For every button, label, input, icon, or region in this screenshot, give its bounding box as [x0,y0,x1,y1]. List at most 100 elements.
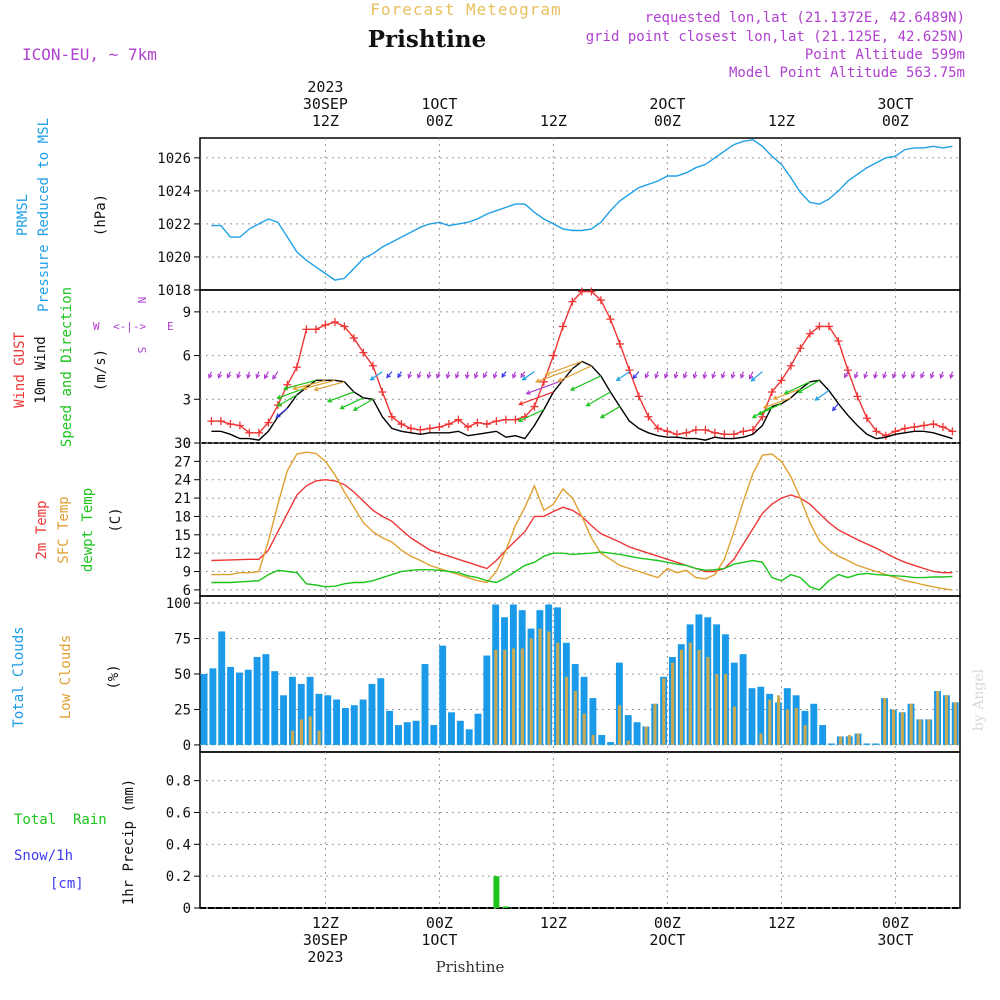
total-cloud-bar [456,720,464,745]
precip-ytick-label: 0.2 [166,869,191,885]
wind-arrow [340,397,364,410]
gust-marker [748,425,757,434]
wind-arrow [277,387,307,399]
low-cloud-bar [299,719,303,745]
wind-arrow [570,375,602,391]
total-cloud-bar [589,698,597,745]
wind-arrow-head [386,373,391,379]
wind-arrow-head [276,394,282,400]
total-cloud-bar [615,662,623,745]
pressure-ytick-label: 1020 [157,250,191,266]
wind-arrow-head [435,373,441,379]
total-cloud-bar [580,676,588,745]
requested-coords: requested lon,lat (21.1372E, 42.6489N) [645,10,965,26]
bottom-tick-label: 12Z [768,914,795,932]
wind-arrow-head [236,373,242,379]
low-cloud-bar [653,703,657,745]
total-cloud-bar [730,662,738,745]
gust-marker [834,337,843,345]
clouds-ytick-label: 25 [174,702,191,718]
low-cloud-bar [644,726,648,745]
label-dewpt: dewpt Temp [80,488,96,572]
low-cloud-bar [794,708,798,745]
total-cloud-bar [810,703,818,745]
total-cloud-bar [297,683,305,745]
total-cloud-bar [244,669,252,745]
wind-arrow-head [226,373,232,379]
clouds-ytick-label: 50 [174,667,191,683]
gust-marker [853,392,862,401]
rain-bar [502,906,509,908]
precip-ytick-label: 0 [183,901,191,917]
total-cloud-bar [288,676,296,745]
gust-marker [435,422,444,431]
wind-ytick-label: 3 [183,392,191,408]
gust-marker [824,322,833,331]
low-cloud-bar [662,678,666,745]
wind-gust-line [211,290,953,437]
wind-arrow-head [910,373,916,379]
total-cloud-bar [368,683,376,745]
gust-marker [625,366,634,375]
gust-marker [511,415,520,424]
wind-ytick-label: 6 [183,349,191,365]
gust-marker [710,428,719,437]
wind-arrow-head [517,417,524,422]
wind-arrow-head [739,373,745,379]
wind-arrow [751,371,763,382]
low-cloud-bar [900,712,904,745]
wind-arrow-head [663,373,669,379]
wind-arrow-head [654,373,660,379]
wind-arrow [293,379,326,390]
wind-arrow-head [326,398,333,403]
pressure-frame [199,137,961,291]
gust-marker [900,424,909,433]
gust-marker [492,417,501,426]
footer-station: Prishtine [436,958,505,976]
low-cloud-bar [883,698,887,745]
label-c: (C) [108,507,124,532]
wind-arrow-head [750,376,756,382]
gust-marker [644,412,653,421]
total-cloud-bar [386,710,394,745]
low-cloud-bar [520,648,524,745]
wind-arrow-head [207,373,213,379]
wind-arrow [522,371,535,381]
wind-arrow [763,397,792,409]
total-cloud-bar [341,708,349,745]
label-cm: [cm] [50,876,84,892]
wind-arrow-head [711,373,717,379]
wind-arrow-head [720,373,726,379]
wind-arrow-head [275,413,281,419]
bottom-tick-label: 2OCT [649,931,685,949]
side-labels: PRMSL Pressure Reduced to MSL (hPa) Wind… [11,118,174,905]
gust-marker [368,361,377,370]
wind-arrow [545,360,583,376]
gust-marker [682,428,691,437]
low-cloud-bar [503,649,507,745]
wind-arrow-head [863,373,869,379]
bottom-tick-label: 2023 [307,948,343,966]
total-cloud-bar [439,645,447,745]
wind-arrow-head [369,375,375,381]
gust-marker [568,297,577,306]
gust-marker [254,428,263,437]
low-cloud-bar [927,719,931,745]
wind-arrow-head [632,374,638,380]
low-cloud-bar [724,674,728,745]
point-altitude: Point Altitude 599m [805,47,965,63]
temperature-ytick-label: 6 [183,583,191,599]
bottom-tick-label: 3OCT [877,931,913,949]
total-cloud-bar [819,725,827,745]
total-cloud-bar [828,743,835,745]
low-cloud-bar [671,662,675,745]
low-cloud-bar [856,733,860,745]
top-tick-label: 1OCT [421,95,457,113]
wind-arrow-head [525,390,531,395]
gust-marker [919,421,928,430]
wind-arrow [327,391,355,402]
wind-arrow-head [920,373,925,379]
bottom-tick-label: 12Z [540,914,567,932]
wind-arrow-head [748,374,754,380]
gust-marker [929,420,938,429]
